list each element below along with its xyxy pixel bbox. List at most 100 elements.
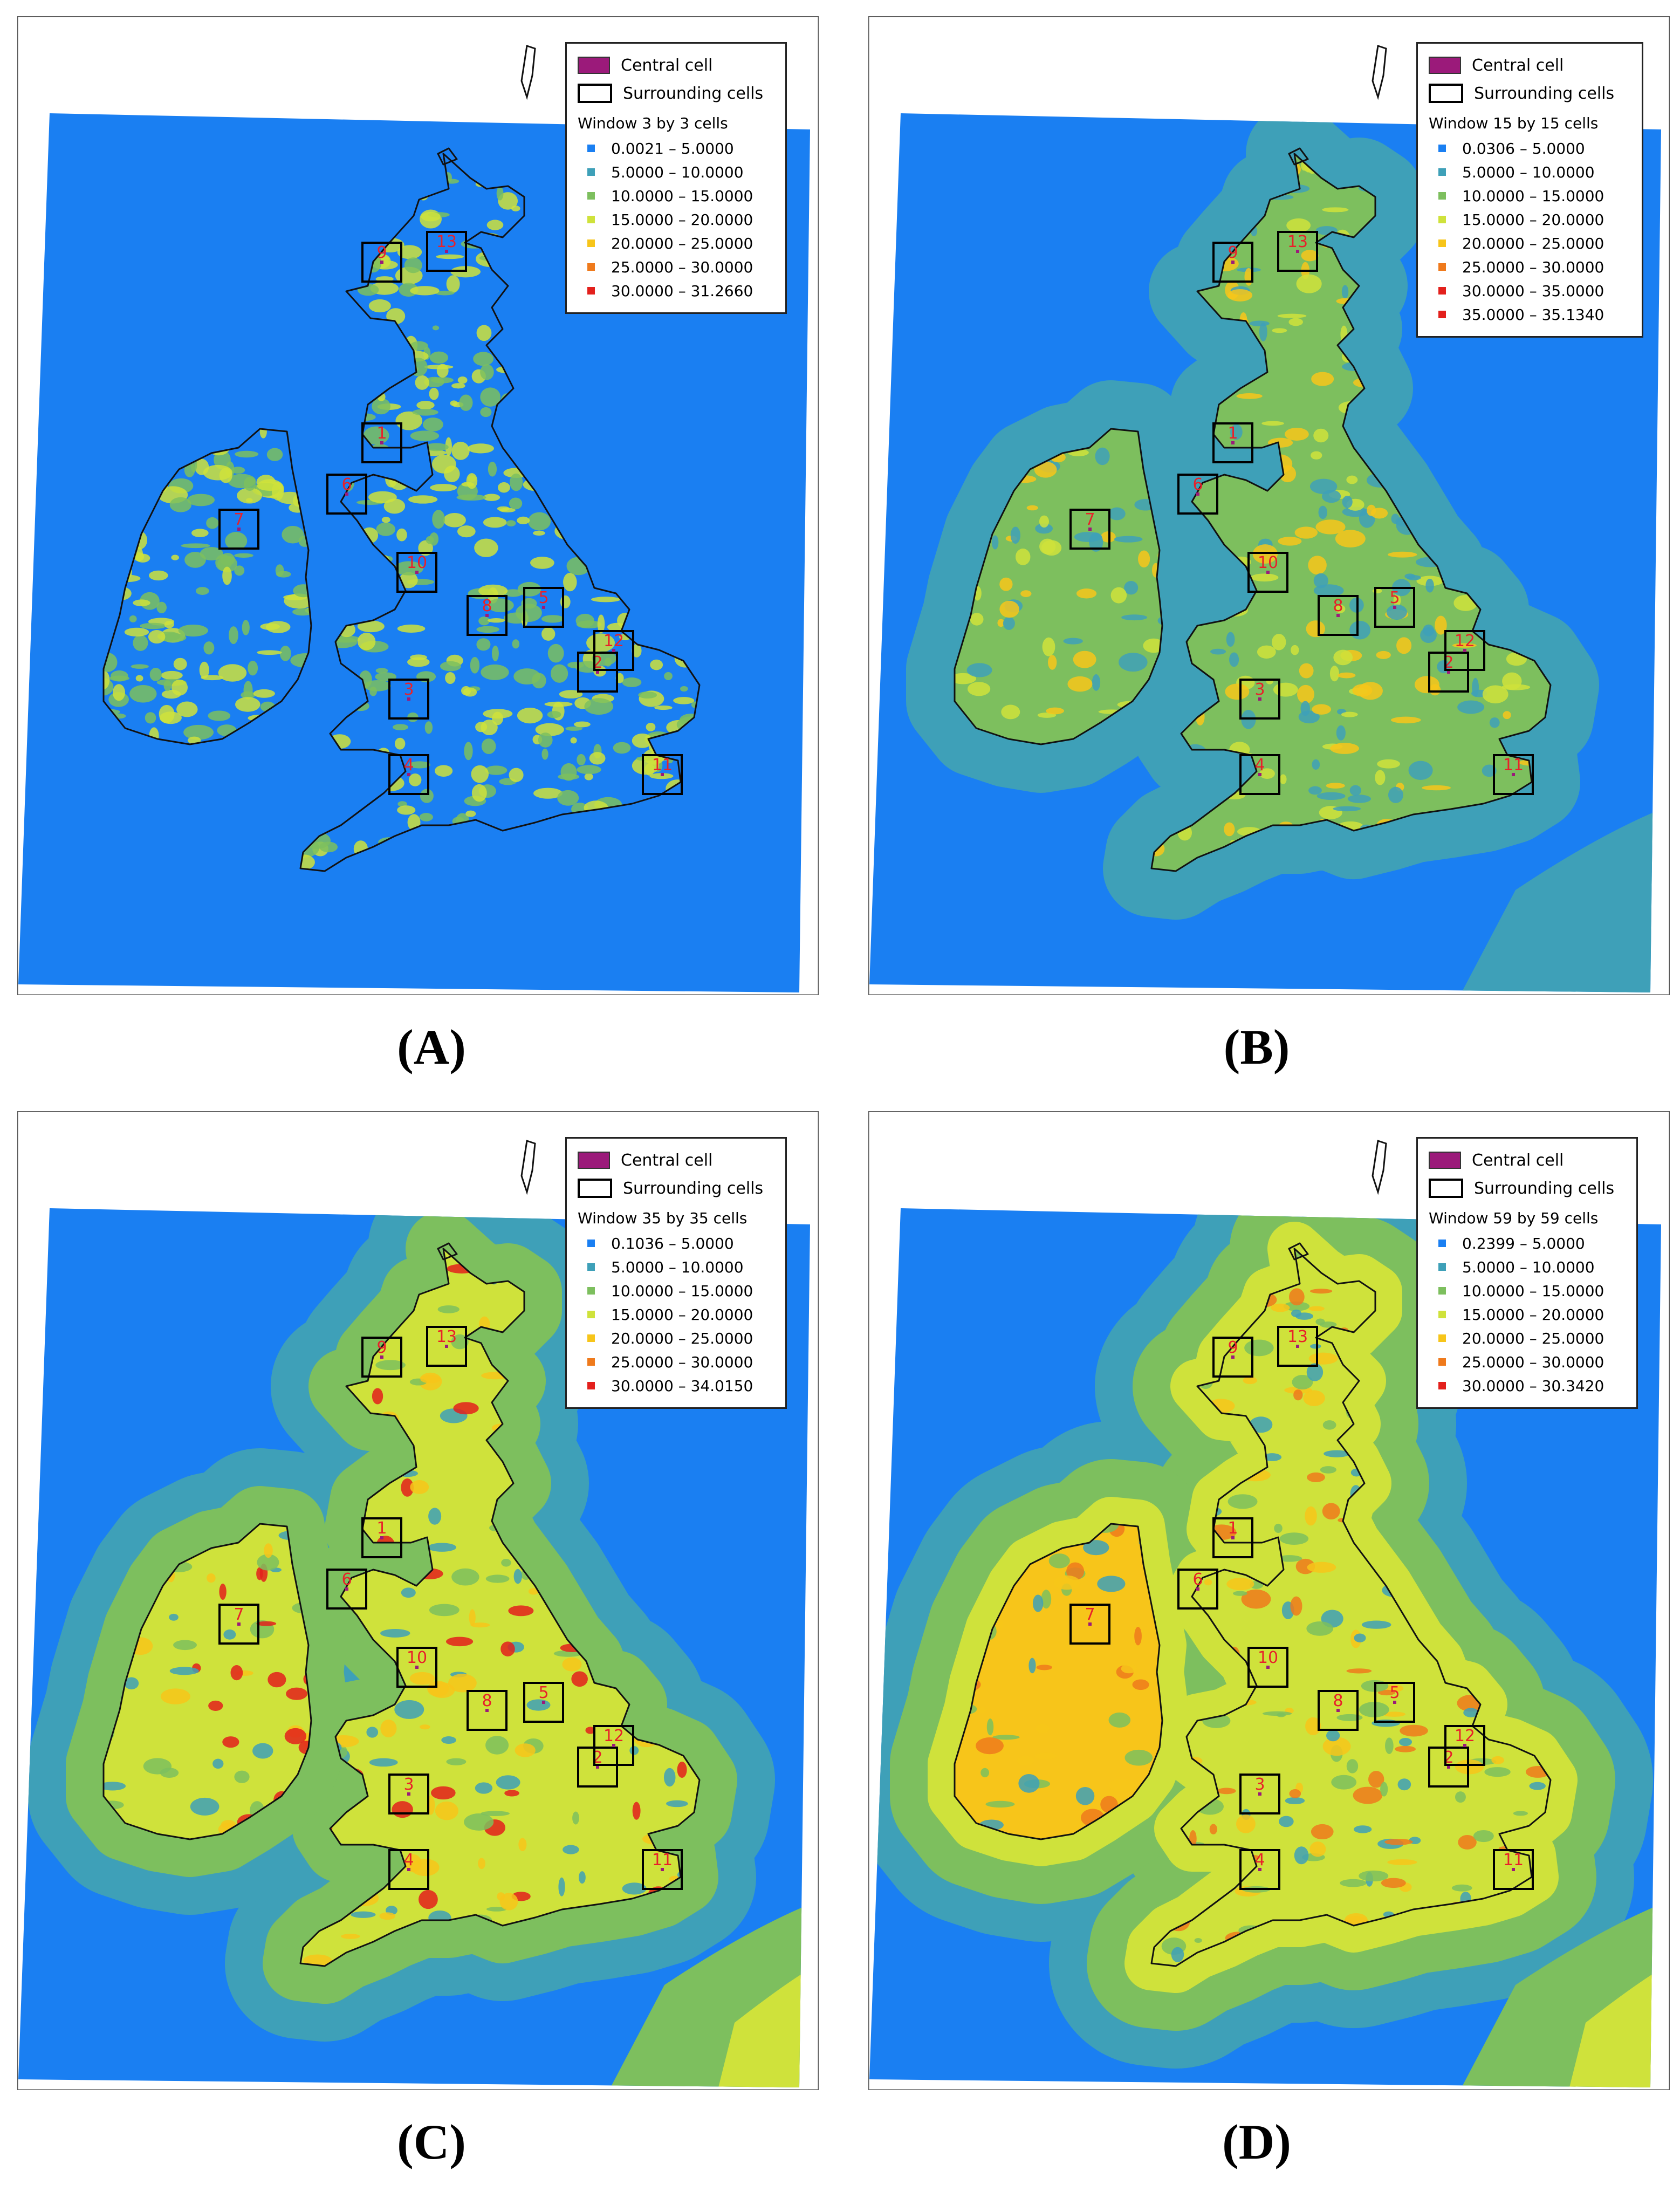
raster-speckle [1458,1835,1477,1850]
raster-speckle [1336,1714,1363,1721]
raster-speckle [164,620,174,628]
raster-speckle [579,1871,586,1884]
raster-speckle [471,784,487,802]
legend-class-item: 20.0000 – 25.0000 [578,231,774,255]
raster-speckle [501,1558,511,1567]
raster-speckle [1035,523,1053,534]
raster-speckle [496,1775,520,1790]
raster-speckle [1171,1947,1184,1962]
raster-speckle [459,394,473,411]
raster-speckle [1315,519,1346,535]
raster-speckle [1003,617,1015,630]
raster-speckle [1311,372,1334,386]
window-id-label: 8 [1333,1692,1343,1710]
raster-speckle [1279,1532,1309,1545]
great-britain-coastline [1150,1248,1552,1967]
orkney-coastline [437,147,458,166]
surrounding-cells-box [1444,630,1485,671]
raster-speckle [163,680,172,691]
raster-speckle [264,1543,273,1558]
legend-surrounding-cells: Surrounding cells [578,1174,774,1202]
raster-speckle [451,1334,469,1350]
surrounding-cells-box [218,1604,259,1645]
raster-speckle [424,365,454,369]
legend-class-item: 25.0000 – 30.0000 [578,255,774,279]
central-cell-marker [1296,250,1299,253]
window-id-label: 8 [482,597,492,615]
sample-window-8: 8 [1318,1690,1359,1731]
window-id-label: 11 [1503,1851,1524,1870]
raster-speckle [369,1758,398,1767]
raster-speckle [375,1360,406,1371]
raster-speckle [1075,1786,1095,1805]
raster-speckle [1032,1594,1044,1612]
central-cell-marker [407,773,410,776]
raster-speckle [408,761,431,769]
surrounding-cells-box [523,587,564,628]
raster-speckle [171,554,179,560]
raster-speckle [1326,1730,1340,1742]
raster-speckle [415,375,429,390]
raster-speckle [591,597,621,602]
raster-speckle [1279,1816,1294,1827]
legend-class-item: 25.0000 – 30.0000 [578,1350,774,1374]
raster-speckle [1124,1749,1153,1766]
raster-speckle [1313,573,1328,588]
raster-speckle [654,706,673,710]
legend-class-item: 25.0000 – 30.0000 [1429,255,1631,279]
sample-window-13: 13 [426,1326,467,1367]
raster-speckle [286,1687,307,1700]
raster-speckle [470,1622,490,1628]
raster-speckle [475,722,488,732]
legend-class-item: 15.0000 – 20.0000 [1429,1303,1626,1326]
raster-speckle [644,763,655,776]
legend-surrounding-cells: Surrounding cells [1429,79,1631,107]
raster-speckle [491,645,499,661]
raster-speckle [1249,1416,1273,1433]
raster-speckle [109,675,129,681]
raster-speckle [1041,1590,1052,1609]
raster-speckle [509,768,524,782]
raster-speckle [357,620,385,633]
raster-speckle [1322,1503,1340,1520]
surrounding-cells-box [361,242,402,283]
legend-class-item: 30.0000 – 30.3420 [1429,1374,1626,1398]
central-cell-marker [1258,1792,1261,1796]
raster-speckle [1315,1318,1325,1325]
central-cell-marker [1266,1666,1270,1669]
raster-speckle [1039,538,1056,554]
raster-speckle [104,653,118,672]
raster-speckle [1296,274,1322,293]
raster-speckle [517,707,543,724]
raster-speckle [369,687,377,696]
window-id-label: 11 [652,1851,673,1870]
raster-speckle [512,639,520,649]
legend-class-swatch [1438,287,1446,295]
raster-speckle [488,618,505,623]
sample-window-12: 12 [593,630,634,671]
window-id-label: 3 [1254,680,1265,699]
central-cell-swatch [578,1152,610,1169]
raster-speckle [431,1786,456,1800]
raster-speckle [1312,704,1331,715]
raster-speckle [1299,663,1314,679]
sample-window-4: 4 [1239,754,1280,795]
raster-speckle [475,1782,493,1794]
raster-speckle [1283,1301,1310,1311]
raster-speckle [508,1605,534,1617]
raster-speckle [397,801,407,807]
raster-speckle [1308,1352,1338,1365]
sample-window-4: 4 [388,754,429,795]
surrounding-cells-box [642,1849,683,1890]
raster-speckle [470,657,480,674]
legend-class-swatch [587,1334,595,1342]
raster-speckle [1274,1523,1283,1533]
raster-speckle [133,635,148,651]
surrounding-cells-box [388,754,429,795]
map-legend: Central cell Surrounding cells Window 3 by… [565,42,787,314]
raster-speckle [234,565,245,576]
raster-speckle [1329,666,1339,682]
raster-speckle [1316,792,1346,800]
raster-speckle [1277,1555,1302,1562]
